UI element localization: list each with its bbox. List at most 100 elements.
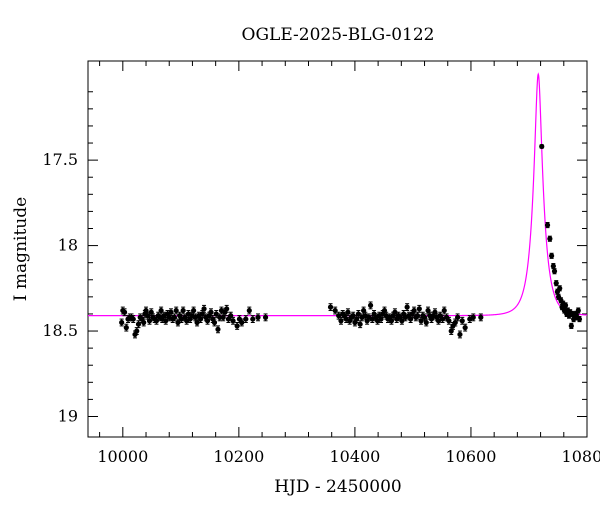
data-point [457,330,463,339]
point-marker [250,316,256,322]
point-marker [575,307,581,314]
data-point [411,306,417,315]
data-point [211,318,218,327]
point-marker [411,307,417,314]
point-marker [243,316,249,322]
point-marker [194,319,200,326]
point-marker [215,326,221,332]
y-tick-label: 17.5 [42,150,78,169]
data-point [123,323,129,332]
point-marker [230,318,236,324]
point-marker [457,331,463,338]
point-marker [367,302,374,308]
data-point [338,316,344,325]
data-point [562,302,569,309]
point-marker [441,307,447,314]
data-point [547,235,553,242]
point-marker [332,307,338,314]
data-point [549,252,555,259]
x-tick-label: 10800 [562,447,600,466]
major-ticks [88,61,588,437]
data-point [455,313,461,322]
x-tick-label: 10400 [329,447,380,466]
point-marker [462,325,468,331]
y-tick-label: 18.5 [42,321,78,340]
data-point [462,323,468,332]
data-point [234,321,240,330]
chart-title: OGLE-2025-BLG-0122 [242,25,435,45]
point-marker [119,319,125,326]
data-point [239,318,245,327]
model-curve [88,72,587,317]
point-marker [414,313,421,319]
data-point [550,263,556,270]
data-point [576,316,583,323]
data-point [575,307,581,314]
y-tick-label: 18 [58,236,78,255]
point-marker [135,321,142,327]
point-marker [544,222,551,228]
data-point [551,268,558,275]
point-marker [553,280,559,286]
data-point [146,316,153,325]
plot-frame [87,60,588,438]
data-point [173,306,179,315]
data-point [224,304,230,313]
y-tick-label: 19 [58,406,78,425]
data-point [250,315,256,323]
x-axis-label: HJD - 2450000 [274,477,402,497]
point-marker [327,304,334,310]
data-point [423,318,429,327]
point-marker [455,314,461,320]
data-point [255,313,261,322]
point-marker [439,316,446,322]
point-marker [121,309,128,315]
point-marker [576,316,583,322]
point-marker [171,314,178,320]
x-tick-label: 10000 [97,447,148,466]
point-marker [549,253,555,259]
point-marker [213,311,219,317]
data-point [215,325,221,334]
point-marker [551,268,558,274]
y-axis-label: I magnitude [11,197,31,301]
data-points [119,143,583,339]
data-point [135,320,142,329]
point-marker [355,311,361,317]
point-marker [163,318,169,324]
data-point [544,222,551,229]
point-marker [262,314,269,320]
point-marker [208,309,214,315]
data-point [439,315,446,323]
point-marker [201,306,207,312]
data-point [470,313,476,322]
data-point [553,280,559,287]
data-point [568,322,574,329]
x-tick-label: 10200 [213,447,264,466]
data-point [332,306,338,315]
point-marker [470,314,476,320]
point-marker [211,319,218,326]
data-point [130,315,136,323]
data-point [119,318,125,327]
point-marker [550,263,556,269]
point-marker [173,307,179,314]
point-marker [130,316,136,322]
data-point [367,301,374,310]
data-point [121,308,128,317]
point-marker [255,314,261,320]
x-tick-label: 10600 [446,447,497,466]
point-marker [539,143,545,150]
point-marker [123,325,129,331]
point-marker [562,302,569,308]
data-point [441,306,447,315]
point-marker [180,307,186,314]
point-marker [392,309,398,315]
point-marker [191,307,197,314]
data-point [246,306,252,315]
x-tick-labels: 10000 10200 10400 10600 10800 [97,447,600,466]
data-point [141,318,147,327]
point-marker [246,307,252,314]
point-marker [404,304,410,310]
